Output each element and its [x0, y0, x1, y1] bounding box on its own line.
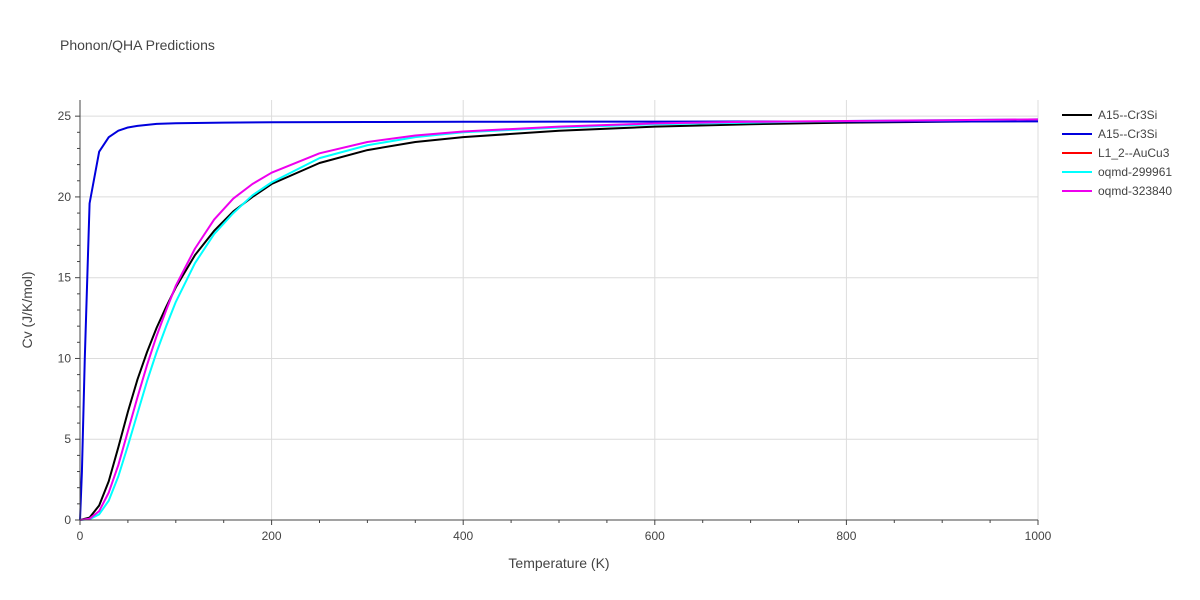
x-tick-label: 200 [262, 529, 282, 543]
x-tick-label: 0 [77, 529, 84, 543]
x-tick-label: 400 [453, 529, 473, 543]
legend-item-3[interactable]: oqmd-299961 [1062, 165, 1172, 179]
legend[interactable]: A15--Cr3Si A15--Cr3Si L1_2--AuCu3 oqmd-2999… [1062, 108, 1172, 198]
grid [80, 100, 1039, 520]
y-tick-label: 25 [58, 109, 72, 123]
y-tick-label: 15 [58, 271, 72, 285]
legend-label: oqmd-299961 [1098, 165, 1172, 179]
series-line-0 [79, 120, 1039, 521]
legend-label: A15--Cr3Si [1098, 127, 1157, 141]
chart-title: Phonon/QHA Predictions [60, 37, 215, 53]
x-tick-label: 600 [645, 529, 665, 543]
y-tick-label: 20 [58, 190, 72, 204]
series-line-1 [79, 120, 1039, 521]
legend-label: L1_2--AuCu3 [1098, 146, 1170, 160]
x-tick-label: 1000 [1025, 529, 1052, 543]
legend-label: A15--Cr3Si [1098, 108, 1157, 122]
series-line-4 [79, 118, 1039, 521]
y-tick-label: 5 [64, 432, 71, 446]
legend-label: oqmd-323840 [1098, 184, 1172, 198]
y-axis-title: Cv (J/K/mol) [19, 272, 35, 349]
y-tick-label: 10 [58, 351, 72, 365]
y-tick-label: 0 [64, 513, 71, 527]
legend-item-4[interactable]: oqmd-323840 [1062, 184, 1172, 198]
legend-item-2[interactable]: L1_2--AuCu3 [1062, 146, 1170, 160]
x-tick-label: 800 [836, 529, 856, 543]
legend-item-0[interactable]: A15--Cr3Si [1062, 108, 1157, 122]
series-line-3 [79, 118, 1039, 521]
axes: 0 200 400 600 800 1000 0 5 10 15 20 25 [58, 100, 1052, 543]
legend-item-1[interactable]: A15--Cr3Si [1062, 127, 1157, 141]
x-axis-title: Temperature (K) [508, 555, 609, 571]
plot-area[interactable] [79, 118, 1039, 521]
